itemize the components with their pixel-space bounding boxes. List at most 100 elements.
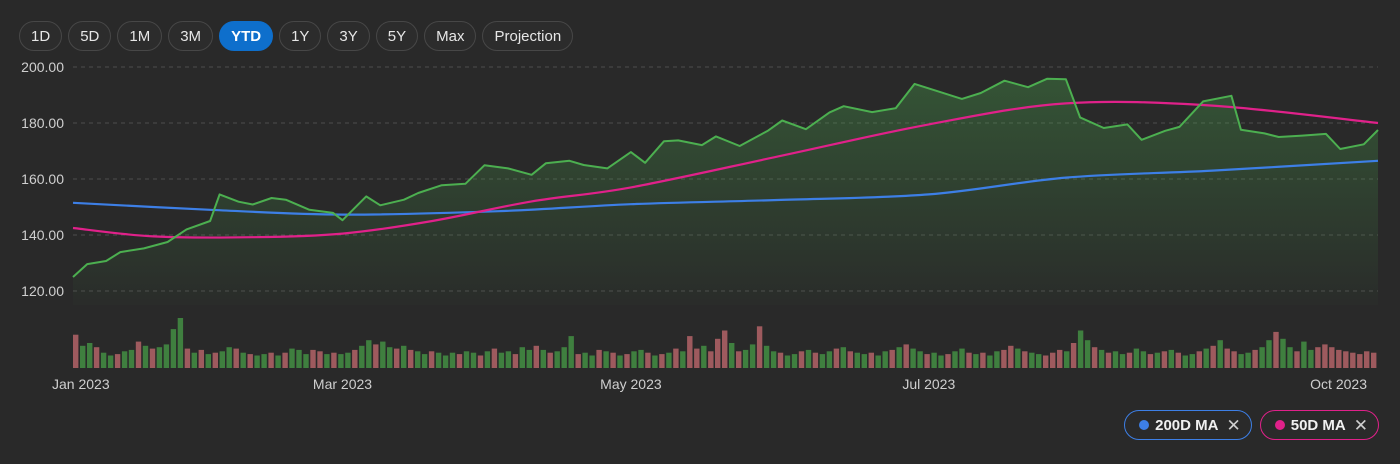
volume-bar (701, 345, 707, 368)
range-button-ytd[interactable]: YTD (219, 21, 274, 51)
volume-bar (87, 343, 93, 368)
legend-chip-50d-ma[interactable]: 50D MA ✕ (1259, 410, 1379, 440)
volume-bar (554, 351, 560, 368)
volume-bar (1224, 348, 1230, 368)
volume-bar (519, 347, 525, 368)
legend-label-50d-ma: 50D MA (1290, 416, 1346, 434)
volume-bar (1182, 355, 1188, 368)
volume-bar (261, 354, 267, 368)
volume-bar (240, 352, 246, 368)
volume-bar (289, 348, 295, 368)
volume-bar (484, 351, 491, 368)
volume-bar (582, 352, 588, 368)
volume-bar (226, 347, 232, 368)
volume-bar (170, 329, 177, 368)
volume-bar (1001, 349, 1007, 368)
volume-bar (812, 352, 819, 368)
volume-bar (1308, 349, 1314, 368)
volume-bar (603, 351, 609, 368)
volume-bar (191, 352, 197, 368)
range-button-3y[interactable]: 3Y (327, 21, 370, 51)
range-button-1y[interactable]: 1Y (279, 21, 322, 51)
volume-bar (533, 345, 539, 368)
volume-bar (847, 351, 853, 368)
volume-bar (163, 344, 170, 368)
volume-bar (889, 349, 895, 368)
range-button-1d[interactable]: 1D (19, 21, 63, 51)
volume-bar (1091, 347, 1098, 368)
range-button-1m[interactable]: 1M (117, 21, 163, 51)
range-button-5d[interactable]: 5D (68, 21, 112, 51)
volume-bar (114, 354, 121, 368)
y-tick-label: 140.00 (21, 227, 64, 243)
volume-bar (456, 354, 463, 368)
volume-bar (275, 355, 281, 368)
volume-bar (1336, 349, 1342, 368)
y-tick-label: 200.00 (21, 59, 64, 75)
volume-bar (93, 347, 100, 368)
volume-bar (73, 334, 79, 368)
volume-bar (736, 351, 742, 368)
volume-bar (352, 349, 358, 368)
volume-bar (331, 352, 337, 368)
volume-bar (722, 330, 728, 368)
volume-bar (917, 351, 923, 368)
volume-bar (987, 355, 993, 368)
legend-dot-50d-ma (1274, 420, 1285, 430)
volume-bar (1315, 347, 1321, 368)
volume-bar (303, 354, 309, 368)
volume-bar (1140, 351, 1147, 368)
range-button-max[interactable]: Max (424, 21, 477, 51)
volume-bar (798, 351, 805, 368)
x-axis-ticks: Jan 2023 Mar 2023 May 2023 Jul 2023 Oct 2023 (52, 376, 1367, 392)
volume-bar (826, 351, 833, 368)
range-button-5y[interactable]: 5Y (375, 21, 419, 51)
volume-bar (687, 336, 693, 368)
volume-bar (610, 352, 616, 368)
volume-bar (1168, 349, 1174, 368)
volume-bar (324, 354, 330, 368)
volume-bar (1105, 352, 1112, 368)
volume-bar (959, 348, 965, 368)
volume-bar (512, 354, 519, 368)
volume-bar (694, 348, 700, 368)
volume-bar (1231, 351, 1237, 368)
volume-bar (345, 352, 351, 368)
series-line-200d-ma (72, 159, 1379, 216)
volume-bar (1008, 345, 1014, 368)
range-button-3m[interactable]: 3M (168, 21, 214, 51)
volume-bar (380, 341, 386, 368)
volume-bar (463, 351, 470, 368)
volume-bar (840, 347, 846, 368)
volume-bar (135, 341, 142, 368)
volume-bar (1029, 352, 1035, 368)
volume-bar (715, 338, 721, 368)
volume-bar (526, 349, 532, 368)
volume-bar (1329, 347, 1335, 368)
volume-bar (408, 349, 414, 368)
volume-bar (233, 348, 239, 368)
volume-bar (449, 352, 456, 368)
range-button-projection[interactable]: Projection (482, 21, 574, 51)
volume-bar (198, 349, 204, 368)
x-tick-label: Mar 2023 (313, 376, 372, 392)
x-tick-label: Oct 2023 (1310, 376, 1367, 392)
volume-bar (924, 354, 930, 368)
volume-bar (1036, 354, 1042, 368)
volume-bar (966, 352, 972, 368)
volume-bar (708, 351, 714, 368)
volume-bar (1154, 352, 1161, 368)
close-icon[interactable]: ✕ (1226, 415, 1241, 435)
close-icon[interactable]: ✕ (1353, 415, 1368, 435)
volume-bar (247, 354, 253, 368)
volume-bar (470, 352, 477, 368)
volume-bar (1189, 354, 1195, 368)
volume-bar (931, 352, 937, 368)
legend-chip-200d-ma[interactable]: 200D MA ✕ (1124, 410, 1252, 440)
volume-bar (589, 355, 595, 368)
volume-bar (428, 351, 435, 368)
volume-bar (177, 318, 184, 368)
volume-bar (805, 349, 812, 368)
volume-bar (777, 352, 784, 368)
volume-bar (310, 349, 316, 368)
